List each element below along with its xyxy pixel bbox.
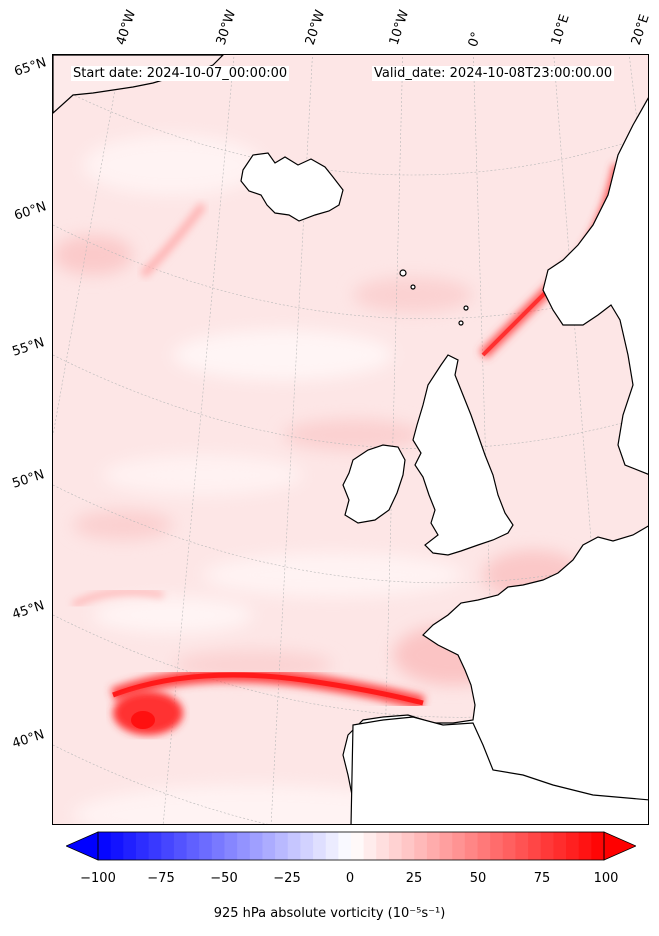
colorbar-cell: [490, 832, 504, 860]
colorbar-cell: [249, 832, 263, 860]
colorbar-cell: [211, 832, 225, 860]
great-britain: [412, 354, 514, 556]
colorbar-high-arrow: [603, 831, 636, 861]
colorbar-tick-label: −100: [80, 871, 116, 886]
lat-label-65n: 65°N: [12, 55, 49, 80]
lon-label-0: 0°: [465, 30, 485, 49]
colorbar-cell: [477, 832, 491, 860]
lat-label-55n: 55°N: [10, 335, 47, 360]
colorbar-cell: [376, 832, 390, 860]
scandinavia: [542, 97, 648, 475]
colorbar-tick-label: −25: [273, 871, 301, 886]
colorbar-cell: [199, 832, 213, 860]
colorbar-tick-label: 25: [405, 871, 423, 886]
ireland: [342, 444, 406, 524]
colorbar-cell: [275, 832, 289, 860]
start-date-label: Start date: 2024-10-07_00:00:00: [71, 66, 290, 81]
colorbar-cell: [388, 832, 403, 860]
colorbar-cell: [161, 832, 175, 860]
colorbar-cell: [528, 832, 542, 860]
valid-date-label: Valid_date: 2024-10-08T23:00:00.00: [372, 66, 615, 81]
colorbar-cell: [452, 832, 466, 860]
colorbar-cell: [363, 832, 377, 860]
colorbar-cells: [98, 832, 605, 860]
colorbar-tick-label: 100: [593, 871, 619, 886]
colorbar-cell: [591, 832, 605, 860]
colorbar-cell: [414, 832, 428, 860]
lat-label-60n: 60°N: [12, 199, 49, 224]
colorbar-cell: [186, 832, 200, 860]
colorbar-cell: [515, 832, 529, 860]
colorbar-tick-label: 0: [345, 871, 355, 886]
colorbar-cell: [98, 832, 112, 860]
colorbar-cell: [464, 832, 478, 860]
colorbar-cell: [426, 832, 441, 860]
colorbar-cell: [325, 832, 339, 860]
colorbar-cell: [237, 832, 251, 860]
colorbar-cell: [313, 832, 327, 860]
colorbar-tick-label: 50: [469, 871, 487, 886]
map-panel[interactable]: [52, 54, 649, 825]
lat-label-50n: 50°N: [10, 467, 47, 492]
colorbar-cell: [300, 832, 314, 860]
colorbar-cell: [540, 832, 554, 860]
colorbar-cell: [502, 832, 516, 860]
colorbar-cell: [566, 832, 580, 860]
iberia: [350, 716, 648, 824]
land-masses: [53, 55, 648, 824]
colorbar-cell: [401, 832, 415, 860]
lon-label-10e: 10°E: [548, 12, 573, 48]
colorbar-cell: [287, 832, 301, 860]
colorbar-cell: [135, 832, 150, 860]
colorbar-label: 925 hPa absolute vorticity (10⁻⁵s⁻¹): [213, 906, 446, 921]
lon-label-20w: 20°W: [302, 8, 329, 47]
lat-label-45n: 45°N: [10, 598, 47, 623]
colorbar-cell: [439, 832, 453, 860]
lon-label-30w: 30°W: [213, 8, 240, 47]
colorbar-cell: [351, 832, 365, 860]
vorticity-map: [53, 55, 648, 824]
colorbar-frame: [97, 831, 605, 861]
colorbar-cell: [553, 832, 567, 860]
colorbar: [66, 831, 636, 861]
colorbar-cell: [123, 832, 137, 860]
colorbar-low-arrow: [66, 831, 99, 861]
colorbar-cell: [224, 832, 238, 860]
colorbar-tick-label: −75: [147, 871, 175, 886]
lon-label-20e: 20°E: [628, 12, 653, 48]
colorbar-cell: [173, 832, 188, 860]
lon-label-40w: 40°W: [113, 8, 140, 47]
colorbar-tick-label: −50: [210, 871, 238, 886]
lon-label-10w: 10°W: [386, 8, 413, 47]
colorbar-tick-label: 75: [533, 871, 551, 886]
colorbar-cell: [148, 832, 162, 860]
lat-label-40n: 40°N: [10, 727, 47, 752]
iceland: [240, 152, 344, 222]
colorbar-cell: [110, 832, 124, 860]
colorbar-cell: [262, 832, 276, 860]
colorbar-cell: [338, 832, 352, 860]
colorbar-cell: [578, 832, 592, 860]
